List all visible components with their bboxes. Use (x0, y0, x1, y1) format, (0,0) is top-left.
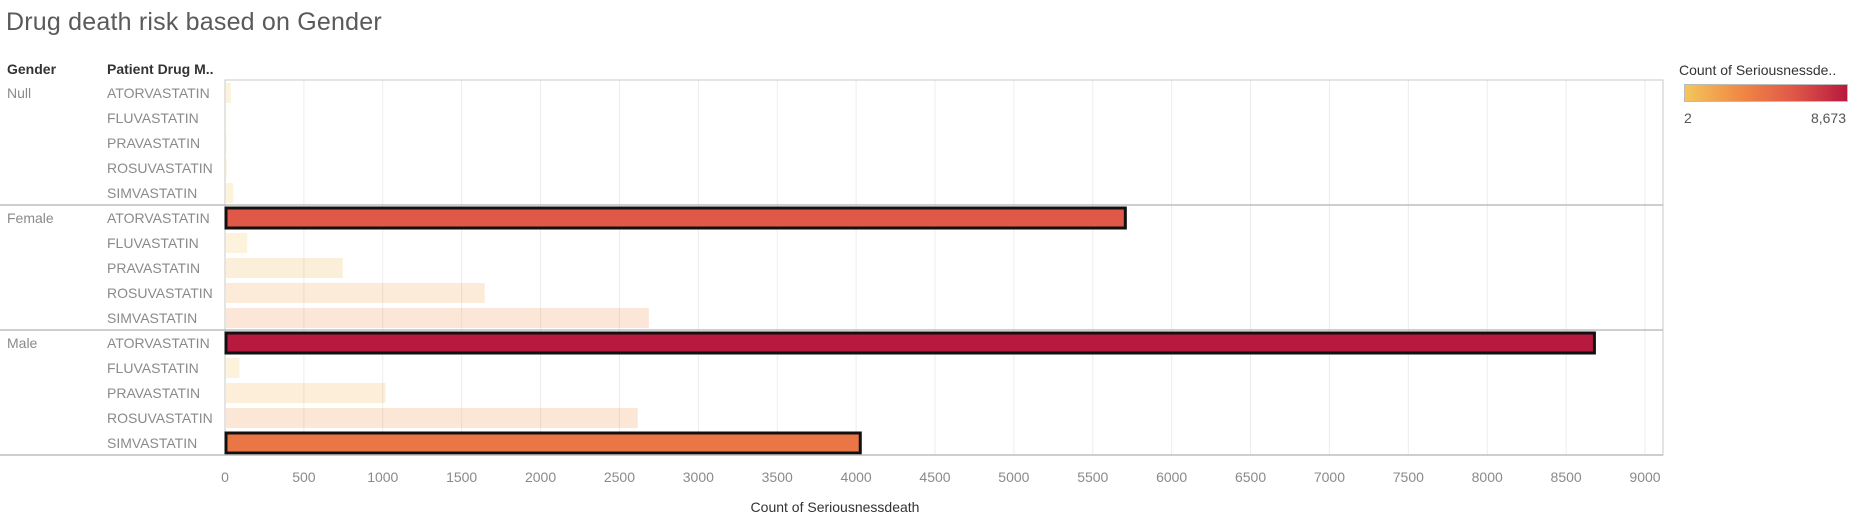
gender-label-female[interactable]: Female (7, 210, 54, 226)
x-tick-label: 4000 (841, 469, 872, 485)
chart-title: Drug death risk based on Gender (6, 8, 382, 36)
drug-label[interactable]: ATORVASTATIN (107, 85, 210, 101)
x-tick-label: 6500 (1235, 469, 1266, 485)
drug-label[interactable]: PRAVASTATIN (107, 260, 200, 276)
x-tick-label: 5000 (998, 469, 1029, 485)
x-tick-label: 1000 (367, 469, 398, 485)
drug-label[interactable]: SIMVASTATIN (107, 310, 197, 326)
bar-female-fluvastatin[interactable] (226, 233, 248, 253)
x-tick-label: 8500 (1551, 469, 1582, 485)
x-tick-label: 1500 (446, 469, 477, 485)
x-tick-label: 9000 (1629, 469, 1660, 485)
drug-label[interactable]: ROSUVASTATIN (107, 410, 213, 426)
bar-female-rosuvastatin[interactable] (226, 283, 485, 303)
bar-female-simvastatin[interactable] (226, 308, 649, 328)
x-axis-label: Count of Seriousnessdeath (751, 499, 920, 515)
x-tick-label: 8000 (1472, 469, 1503, 485)
gender-column-header[interactable]: Gender (7, 61, 57, 77)
drug-column-header[interactable]: Patient Drug M.. (107, 61, 214, 77)
bar-male-simvastatin[interactable] (224, 431, 862, 455)
drug-label[interactable]: PRAVASTATIN (107, 135, 200, 151)
bar-female-pravastatin[interactable] (226, 258, 343, 278)
drug-label[interactable]: SIMVASTATIN (107, 435, 197, 451)
bar-male-fluvastatin[interactable] (226, 358, 240, 378)
bar-null-rosuvastatin[interactable] (226, 158, 227, 178)
drug-label[interactable]: FLUVASTATIN (107, 235, 199, 251)
x-tick-label: 500 (292, 469, 316, 485)
x-tick-label: 4500 (919, 469, 950, 485)
bar-male-pravastatin[interactable] (226, 383, 386, 403)
x-tick-label: 5500 (1077, 469, 1108, 485)
x-tick-label: 6000 (1156, 469, 1187, 485)
legend-max-label: 8,673 (1810, 110, 1846, 126)
x-tick-label: 3000 (683, 469, 714, 485)
bar-male-atorvastatin[interactable] (224, 331, 1596, 355)
bar-male-rosuvastatin[interactable] (226, 408, 638, 428)
bar-female-atorvastatin[interactable] (224, 206, 1127, 230)
plot-frame (224, 79, 1664, 456)
x-tick-label: 2000 (525, 469, 556, 485)
bar-null-atorvastatin[interactable] (226, 83, 231, 103)
drug-label[interactable]: FLUVASTATIN (107, 110, 199, 126)
drug-label[interactable]: FLUVASTATIN (107, 360, 199, 376)
drug-label[interactable]: PRAVASTATIN (107, 385, 200, 401)
x-tick-label: 0 (221, 469, 229, 485)
x-tick-label: 3500 (762, 469, 793, 485)
legend-min-label: 2 (1684, 110, 1692, 126)
x-tick-label: 7000 (1314, 469, 1345, 485)
x-tick-label: 7500 (1393, 469, 1424, 485)
drug-label[interactable]: ATORVASTATIN (107, 335, 210, 351)
bar-null-simvastatin[interactable] (226, 183, 234, 203)
color-legend-gradient (1684, 84, 1848, 102)
gender-label-male[interactable]: Male (7, 335, 38, 351)
legend-title: Count of Seriousnessde.. (1679, 62, 1837, 78)
drug-label[interactable]: SIMVASTATIN (107, 185, 197, 201)
drug-label[interactable]: ROSUVASTATIN (107, 160, 213, 176)
gender-label-null[interactable]: Null (7, 85, 31, 101)
drug-label[interactable]: ROSUVASTATIN (107, 285, 213, 301)
drug-label[interactable]: ATORVASTATIN (107, 210, 210, 226)
x-tick-label: 2500 (604, 469, 635, 485)
